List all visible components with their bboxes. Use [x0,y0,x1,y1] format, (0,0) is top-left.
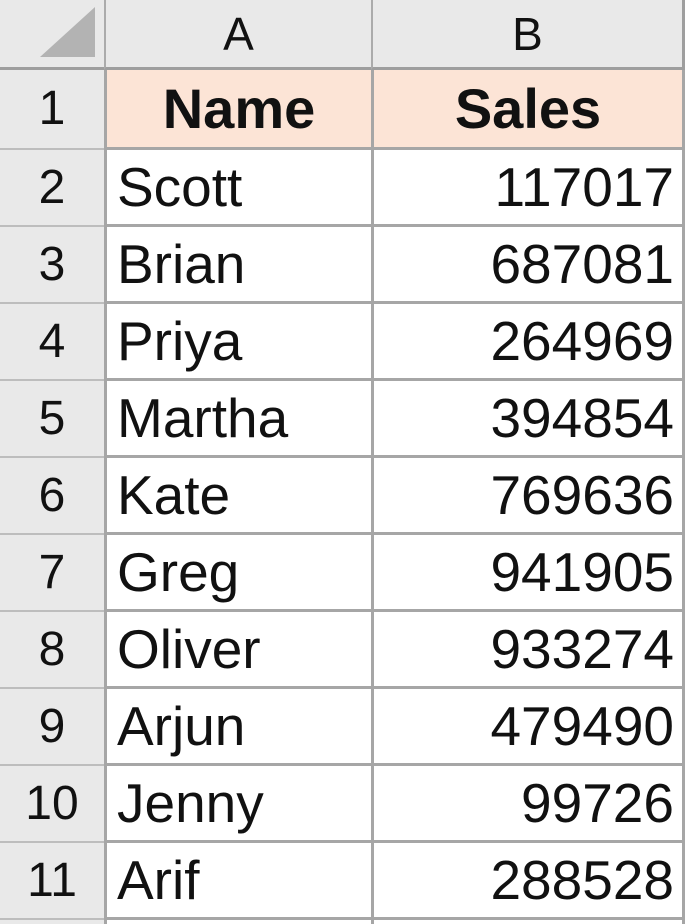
cell-a9[interactable]: Arjun [104,689,371,766]
cell-b10[interactable]: 99726 [371,766,685,843]
cell-a8[interactable]: Oliver [104,612,371,689]
cell-a10[interactable]: Jenny [104,766,371,843]
row-header-2[interactable]: 2 [0,150,104,227]
cell-a7[interactable]: Greg [104,535,371,612]
row-header-10[interactable]: 10 [0,766,104,843]
cell-a1[interactable]: Name [104,70,371,150]
cell-b4[interactable]: 264969 [371,304,685,381]
row-header-3[interactable]: 3 [0,227,104,304]
cell-a3[interactable]: Brian [104,227,371,304]
row-header-8[interactable]: 8 [0,612,104,689]
column-header-b[interactable]: B [371,0,685,70]
row-header-11[interactable]: 11 [0,843,104,920]
row-header-4[interactable]: 4 [0,304,104,381]
cell-a12-sliver [104,920,371,924]
cell-b11[interactable]: 288528 [371,843,685,920]
cell-b8[interactable]: 933274 [371,612,685,689]
row-header-5[interactable]: 5 [0,381,104,458]
cell-b6[interactable]: 769636 [371,458,685,535]
cell-a4[interactable]: Priya [104,304,371,381]
row-header-6[interactable]: 6 [0,458,104,535]
row-header-9[interactable]: 9 [0,689,104,766]
cell-b9[interactable]: 479490 [371,689,685,766]
select-all-triangle-icon [40,7,95,57]
cell-b7[interactable]: 941905 [371,535,685,612]
row-header-12-sliver [0,920,104,924]
cell-b5[interactable]: 394854 [371,381,685,458]
select-all-button[interactable] [0,0,104,70]
cell-a5[interactable]: Martha [104,381,371,458]
cell-a11[interactable]: Arif [104,843,371,920]
cell-b2[interactable]: 117017 [371,150,685,227]
column-header-a[interactable]: A [104,0,371,70]
cell-b12-sliver [371,920,685,924]
cell-a6[interactable]: Kate [104,458,371,535]
row-header-7[interactable]: 7 [0,535,104,612]
row-header-1[interactable]: 1 [0,70,104,150]
cell-b1[interactable]: Sales [371,70,685,150]
cell-b3[interactable]: 687081 [371,227,685,304]
cell-a2[interactable]: Scott [104,150,371,227]
